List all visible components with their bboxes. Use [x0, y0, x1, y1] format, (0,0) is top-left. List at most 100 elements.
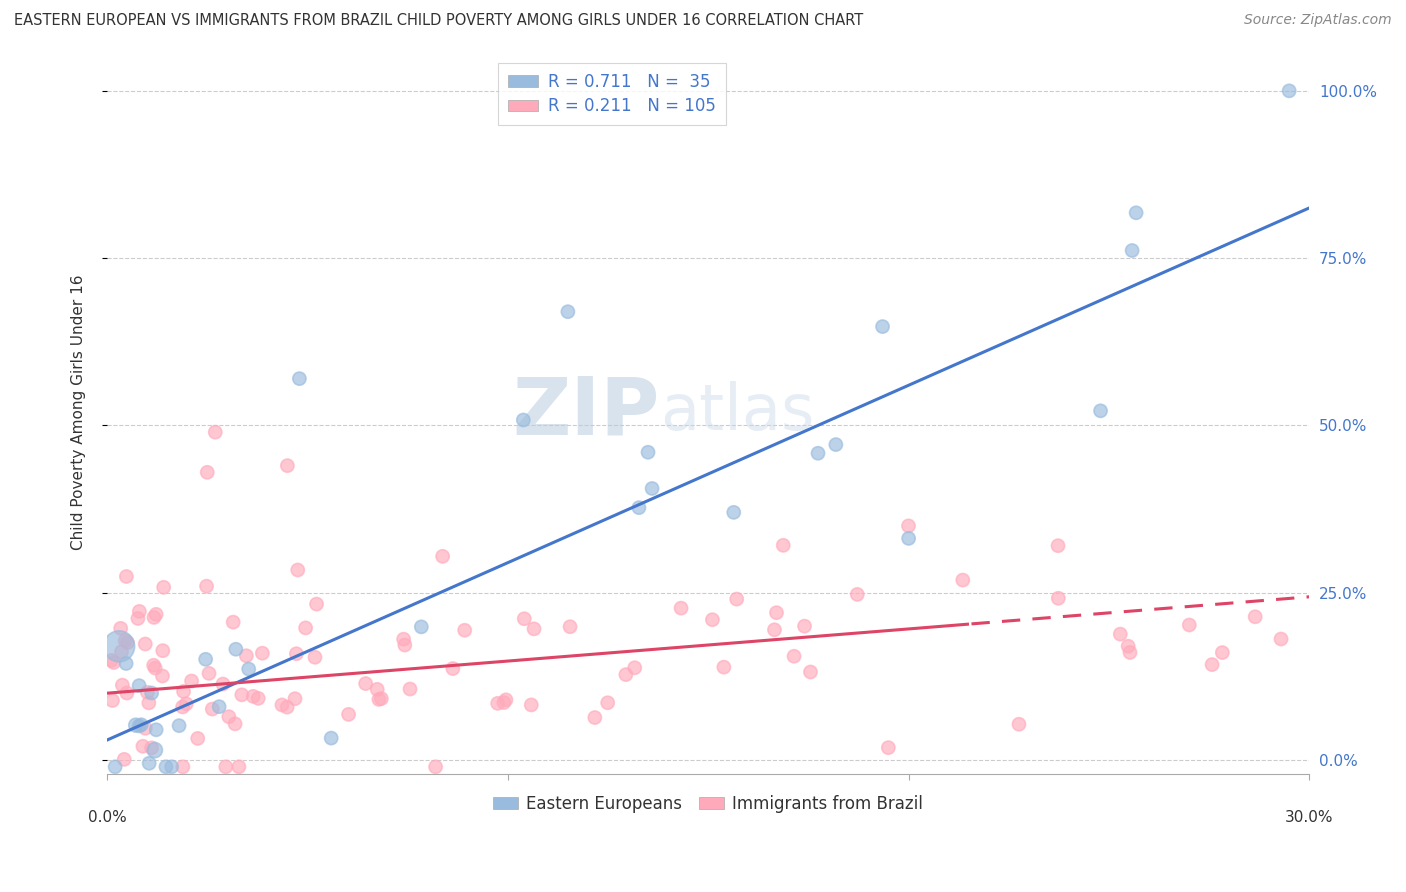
Point [1008, 717, 1031, 731]
Point [399, 681, 422, 696]
Text: atlas: atlas [659, 381, 814, 443]
Point [627, 500, 650, 515]
Point [877, 740, 900, 755]
Point [799, 665, 821, 679]
Point [294, 621, 316, 635]
Point [225, 642, 247, 657]
Point [783, 649, 806, 664]
Point [637, 445, 659, 459]
Point [242, 690, 264, 704]
Point [152, 669, 174, 683]
Point [201, 702, 224, 716]
Point [100, 653, 122, 667]
Point [1121, 244, 1143, 258]
Point [1178, 618, 1201, 632]
Point [952, 573, 974, 587]
Point [321, 731, 343, 745]
Point [174, 697, 197, 711]
Point [520, 698, 543, 712]
Point [763, 623, 786, 637]
Point [115, 686, 138, 700]
Point [101, 693, 124, 707]
Point [1119, 645, 1142, 659]
Point [641, 482, 664, 496]
Point [287, 563, 309, 577]
Point [129, 718, 152, 732]
Point [614, 667, 637, 681]
Text: ZIP: ZIP [513, 373, 659, 451]
Point [143, 743, 166, 757]
Point [411, 620, 433, 634]
Y-axis label: Child Poverty Among Girls Under 16: Child Poverty Among Girls Under 16 [72, 275, 86, 549]
Point [495, 693, 517, 707]
Point [247, 691, 270, 706]
Point [872, 319, 894, 334]
Point [725, 592, 748, 607]
Point [145, 607, 167, 622]
Point [1047, 591, 1070, 606]
Point [1125, 206, 1147, 220]
Point [623, 661, 645, 675]
Point [127, 611, 149, 625]
Point [596, 696, 619, 710]
Point [167, 719, 190, 733]
Point [204, 425, 226, 439]
Point [271, 698, 294, 712]
Point [212, 677, 235, 691]
Point [143, 661, 166, 675]
Point [512, 413, 534, 427]
Point [523, 622, 546, 636]
Point [187, 731, 209, 746]
Point [128, 679, 150, 693]
Point [104, 760, 127, 774]
Legend: Eastern Europeans, Immigrants from Brazil: Eastern Europeans, Immigrants from Brazi… [486, 788, 929, 820]
Point [208, 699, 231, 714]
Point [354, 676, 377, 690]
Point [235, 648, 257, 663]
Point [370, 691, 392, 706]
Point [138, 756, 160, 771]
Point [897, 519, 920, 533]
Point [394, 638, 416, 652]
Point [132, 739, 155, 754]
Point [103, 656, 125, 670]
Point [285, 647, 308, 661]
Point [112, 752, 135, 766]
Point [1109, 627, 1132, 641]
Point [222, 615, 245, 629]
Point [194, 652, 217, 666]
Point [231, 688, 253, 702]
Point [441, 661, 464, 675]
Point [252, 646, 274, 660]
Point [141, 686, 163, 700]
Point [846, 587, 869, 601]
Point [765, 606, 787, 620]
Point [238, 662, 260, 676]
Text: EASTERN EUROPEAN VS IMMIGRANTS FROM BRAZIL CHILD POVERTY AMONG GIRLS UNDER 16 CO: EASTERN EUROPEAN VS IMMIGRANTS FROM BRAZ… [14, 13, 863, 29]
Point [425, 760, 447, 774]
Point [155, 760, 177, 774]
Point [228, 760, 250, 774]
Point [218, 709, 240, 723]
Point [1270, 632, 1292, 646]
Point [134, 721, 156, 735]
Point [366, 682, 388, 697]
Point [172, 760, 194, 774]
Text: Source: ZipAtlas.com: Source: ZipAtlas.com [1244, 13, 1392, 28]
Point [772, 538, 794, 552]
Point [110, 621, 132, 635]
Point [807, 446, 830, 460]
Point [1116, 639, 1139, 653]
Point [558, 620, 581, 634]
Point [128, 719, 150, 733]
Point [215, 760, 238, 774]
Point [138, 696, 160, 710]
Point [486, 697, 509, 711]
Point [124, 718, 146, 732]
Point [367, 692, 389, 706]
Point [136, 685, 159, 699]
Point [172, 700, 194, 714]
Point [1047, 539, 1070, 553]
Point [1201, 657, 1223, 672]
Point [305, 597, 328, 611]
